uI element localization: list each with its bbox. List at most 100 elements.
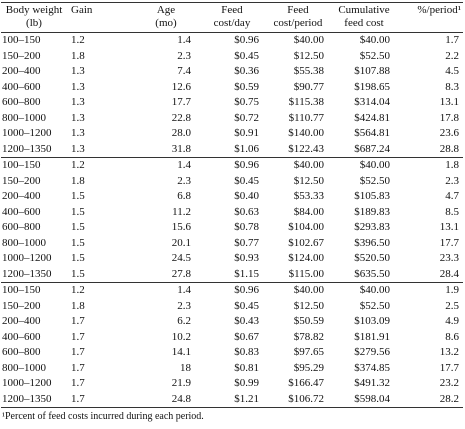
table-cell: 800–1000: [2, 236, 46, 249]
table-cell: 600–800: [2, 346, 41, 359]
table-cell: $314.04: [354, 96, 390, 109]
table-cell: 18: [180, 361, 191, 374]
table-cell: 2.3: [445, 174, 459, 187]
column-header-text: Gain: [71, 4, 93, 16]
table-row: 1000–1200 1.7 21.9 $0.99 $166.47 $491.32 23.2: [1, 376, 463, 392]
table-cell: $52.50: [359, 299, 390, 312]
table-cell: $0.36: [234, 65, 259, 78]
table-cell: 4.9: [445, 315, 459, 328]
table-cell: $12.50: [293, 299, 324, 312]
column-header: Cumulative feed cost: [331, 3, 397, 33]
table-cell: $95.29: [293, 361, 324, 374]
footnote: ¹Percent of feed costs incurred during e…: [2, 411, 204, 422]
table-cell: $0.83: [234, 346, 259, 359]
table-cell: 27.8: [171, 267, 191, 280]
column-header: Feed cost/period: [265, 3, 331, 33]
table-cell: $140.00: [288, 127, 324, 140]
table-cell: 21.9: [171, 377, 191, 390]
table-cell: $52.50: [359, 49, 390, 62]
table-row: 800–1000 1.3 22.8 $0.72 $110.77 $424.81 17.8: [1, 111, 463, 127]
table-cell: 28.2: [439, 392, 459, 405]
table-row: 100–150 1.2 1.4 $0.96 $40.00 $40.00 1.8: [1, 158, 463, 174]
table-cell: 1.5: [71, 221, 85, 234]
column-header: Age (mo): [133, 3, 199, 33]
table-cell: 24.8: [171, 392, 191, 405]
table-cell: 20.1: [171, 236, 191, 249]
table-cell: 13.2: [439, 346, 459, 359]
table-cell: 4.5: [445, 65, 459, 78]
table-cell: 13.1: [439, 96, 459, 109]
table-cell: 28.4: [439, 267, 459, 280]
table-cell: 23.2: [439, 377, 459, 390]
table-cell: $0.91: [234, 127, 259, 140]
table-row: 400–600 1.7 10.2 $0.67 $78.82 $181.91 8.6: [1, 330, 463, 346]
table-cell: 1000–1200: [2, 252, 52, 265]
table-cell: 15.6: [171, 221, 191, 234]
table-cell: 100–150: [2, 284, 41, 297]
table-cell: $0.45: [234, 49, 259, 62]
feed-cost-table: Body weight (lb) Gain Age (mo) Feed cost/da…: [1, 2, 463, 408]
table-cell: 1.4: [177, 159, 191, 172]
table-cell: 1.5: [71, 236, 85, 249]
table-cell: 4.7: [445, 190, 459, 203]
table-cell: 8.5: [445, 205, 459, 218]
table-cell: $107.88: [354, 65, 390, 78]
table-cell: $0.93: [234, 252, 259, 265]
table-cell: 800–1000: [2, 111, 46, 124]
table-row: 150–200 1.8 2.3 $0.45 $12.50 $52.50 2.3: [1, 174, 463, 190]
table-cell: $40.00: [359, 34, 390, 47]
column-header-text: %/period¹: [417, 4, 461, 16]
table-cell: 1.7: [71, 315, 85, 328]
column-header-text: Age (mo): [155, 4, 177, 29]
table-cell: 17.7: [439, 236, 459, 249]
table-cell: 17.7: [439, 361, 459, 374]
table-cell: $115.00: [288, 267, 324, 280]
row-group: 100–150 1.2 1.4 $0.96 $40.00 $40.00 1.7 150–200…: [1, 33, 463, 158]
table-cell: 2.3: [177, 299, 191, 312]
table-cell: $279.56: [354, 346, 390, 359]
table-cell: $40.00: [359, 284, 390, 297]
table-cell: $0.96: [234, 284, 259, 297]
column-header: Body weight (lb): [1, 3, 67, 33]
table-cell: 2.5: [445, 299, 459, 312]
table-row: 400–600 1.5 11.2 $0.63 $84.00 $189.83 8.5: [1, 205, 463, 221]
table-cell: 600–800: [2, 221, 41, 234]
table-cell: 24.5: [171, 252, 191, 265]
row-group: 100–150 1.2 1.4 $0.96 $40.00 $40.00 1.8 150–200…: [1, 158, 463, 283]
table-cell: 22.8: [171, 111, 191, 124]
table-cell: $1.15: [234, 267, 259, 280]
column-header: Feed cost/day: [199, 3, 265, 33]
table-cell: $374.85: [354, 361, 390, 374]
table-cell: 1200–1350: [2, 142, 52, 155]
column-header-text: Body weight (lb): [5, 4, 63, 29]
table-cell: 1.2: [71, 159, 85, 172]
table-cell: $1.21: [234, 392, 259, 405]
table-cell: 10.2: [171, 330, 191, 343]
table-row: 1000–1200 1.5 24.5 $0.93 $124.00 $520.50 23.3: [1, 251, 463, 267]
table-cell: 28.0: [171, 127, 191, 140]
table-cell: $166.47: [288, 377, 324, 390]
table-container: Body weight (lb) Gain Age (mo) Feed cost/da…: [1, 2, 463, 422]
table-cell: $293.83: [354, 221, 390, 234]
table-row: 150–200 1.8 2.3 $0.45 $12.50 $52.50 2.5: [1, 299, 463, 315]
table-cell: 1.5: [71, 267, 85, 280]
column-header: Gain: [67, 3, 133, 33]
table-cell: 1.7: [71, 346, 85, 359]
table-cell: $396.50: [354, 236, 390, 249]
table-cell: 8.6: [445, 330, 459, 343]
table-cell: 1200–1350: [2, 267, 52, 280]
table-cell: $0.96: [234, 34, 259, 47]
table-cell: 1.3: [71, 80, 85, 93]
table-cell: $103.09: [354, 315, 390, 328]
table-cell: $687.24: [354, 142, 390, 155]
table-cell: $635.50: [354, 267, 390, 280]
table-cell: 2.2: [445, 49, 459, 62]
table-cell: $40.00: [359, 159, 390, 172]
table-cell: 7.4: [177, 65, 191, 78]
table-cell: 1.3: [71, 127, 85, 140]
table-cell: $1.06: [234, 142, 259, 155]
table-row: 200–400 1.5 6.8 $0.40 $53.33 $105.83 4.7: [1, 189, 463, 205]
table-cell: $0.99: [234, 377, 259, 390]
table-cell: 1.7: [445, 34, 459, 47]
table-cell: 150–200: [2, 299, 41, 312]
